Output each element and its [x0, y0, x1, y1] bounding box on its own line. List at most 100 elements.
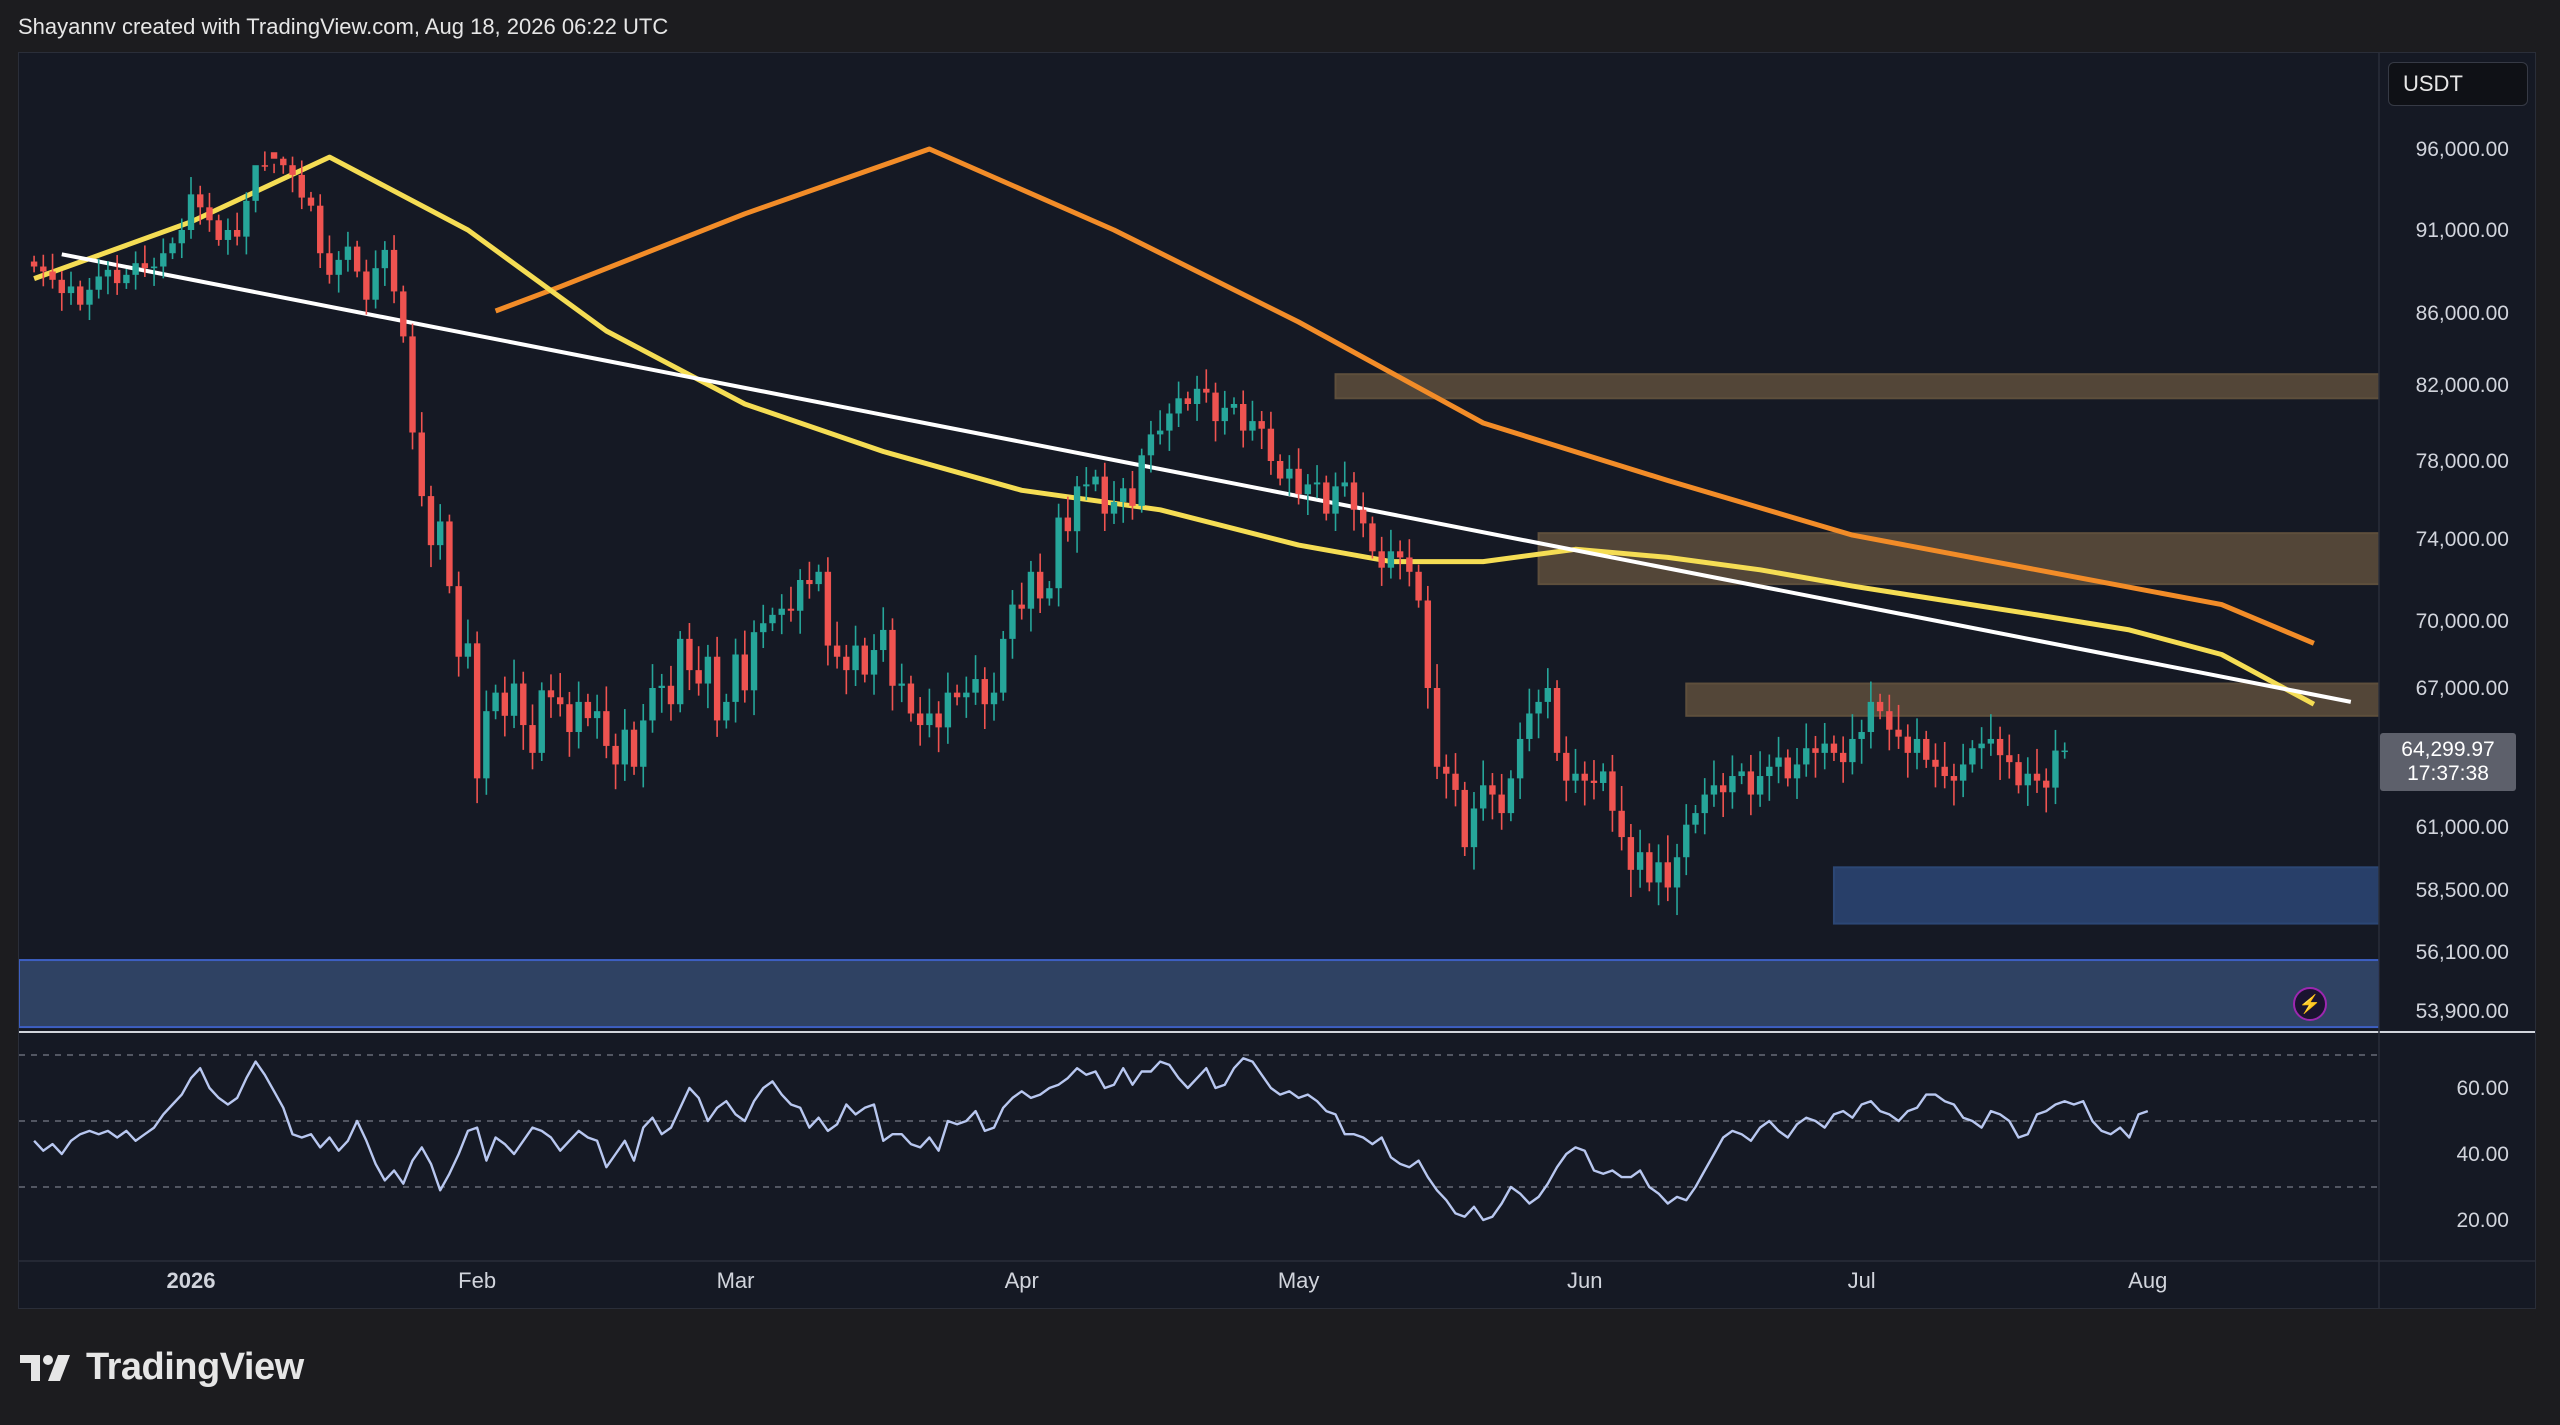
candle-body — [1590, 780, 1598, 783]
candle-body — [1895, 729, 1902, 737]
candle-body — [1166, 413, 1173, 431]
price-tick-label: 58,500.00 — [2416, 879, 2509, 902]
candle-body — [723, 701, 730, 721]
zone-resistance-67k — [1685, 682, 2379, 717]
candle-body — [1092, 476, 1099, 485]
candle-body — [1378, 551, 1385, 568]
candle-body — [492, 692, 499, 712]
candle-body — [769, 614, 776, 624]
candle-body — [169, 243, 176, 254]
time-axis-label: Jun — [1567, 1268, 1602, 1293]
candle-body — [1498, 794, 1505, 814]
last-price-value: 64,299.97 — [2401, 738, 2495, 761]
candle-body — [1812, 748, 1819, 753]
tradingview-logo: TradingView — [20, 1346, 304, 1389]
candle-body — [630, 729, 638, 767]
candle-body — [907, 683, 915, 714]
candle-body — [215, 220, 222, 240]
candle-body — [1175, 398, 1182, 414]
candle-body — [2033, 773, 2041, 781]
candle-body — [1304, 484, 1312, 495]
candle-body — [953, 692, 961, 698]
price-chart[interactable]: 96,000.00 91,000.00 86,000.00 82,000.00 78,0… — [19, 53, 2535, 1308]
ma-100-line — [33, 154, 2316, 707]
candle-body — [732, 654, 739, 702]
candle-body — [501, 692, 509, 716]
candle-body — [1009, 604, 1016, 639]
time-axis-label: Aug — [2128, 1268, 2167, 1293]
chart-frame[interactable]: 96,000.00 91,000.00 86,000.00 82,000.00 78,0… — [18, 52, 2536, 1309]
candle-body — [1738, 771, 1745, 777]
currency-unit-selector[interactable]: USDT — [2388, 62, 2528, 106]
candle-body — [1461, 789, 1468, 848]
candle-body — [1350, 482, 1358, 510]
price-tick-label: 67,000.00 — [2416, 677, 2509, 700]
candle-body — [621, 729, 629, 765]
candle-body — [1830, 743, 1838, 753]
candle-body — [852, 645, 859, 671]
candle-body — [695, 670, 702, 684]
candle-body — [1516, 738, 1524, 779]
candle-body — [1941, 766, 1948, 777]
candle-body — [1784, 757, 1791, 779]
candle-body — [1258, 421, 1265, 429]
candle-body — [935, 713, 942, 728]
candle-body — [95, 276, 102, 290]
candle-body — [612, 745, 619, 765]
candle-body — [1396, 551, 1404, 558]
candle-body — [1064, 517, 1072, 532]
candle-body — [1821, 743, 1828, 753]
candle-body — [584, 701, 592, 719]
candle-body — [1276, 461, 1284, 479]
candle-body — [473, 643, 481, 779]
candle-body — [926, 713, 933, 726]
price-tick-label: 78,000.00 — [2416, 450, 2509, 473]
price-tick-label: 86,000.00 — [2416, 302, 2509, 325]
candle-body — [806, 580, 813, 585]
candle-body — [1212, 392, 1219, 422]
candle-body — [1240, 404, 1247, 431]
time-axis-label: Jul — [1848, 1268, 1876, 1293]
candle-body — [400, 291, 407, 337]
candle-body — [1839, 752, 1847, 763]
candle-body — [686, 638, 693, 671]
candle-body — [1332, 486, 1339, 514]
candle-body — [1535, 701, 1542, 714]
candle-body — [132, 263, 139, 275]
candle-body — [1470, 808, 1478, 848]
candle-body — [1627, 837, 1635, 870]
price-tick-label: 74,000.00 — [2416, 528, 2509, 551]
chart-attribution: Shayannv created with TradingView.com, A… — [18, 14, 669, 39]
candle-body — [1563, 752, 1570, 781]
rsi-tick-label: 40.00 — [2456, 1143, 2509, 1166]
candle-body — [1959, 764, 1967, 781]
candle-body — [750, 632, 758, 691]
candle-body — [1221, 407, 1228, 422]
candle-body — [104, 269, 112, 277]
candle-body — [224, 230, 232, 240]
candle-body — [1138, 455, 1145, 506]
candle-body — [1867, 701, 1875, 733]
price-tick-label: 61,000.00 — [2416, 816, 2509, 839]
lightning-icon[interactable]: ⚡ — [2293, 987, 2327, 1021]
candle-body — [372, 268, 379, 300]
candle-body — [1443, 766, 1450, 774]
candle-body — [206, 207, 213, 221]
candle-body — [1599, 771, 1607, 783]
candle-body — [455, 586, 462, 657]
price-tick-label: 53,900.00 — [2416, 1000, 2509, 1023]
candle-body — [796, 580, 804, 611]
candle-body — [1313, 482, 1321, 485]
rsi-line — [33, 1057, 2149, 1222]
candle-body — [1036, 571, 1044, 599]
candle-body — [1000, 638, 1007, 693]
candle-body — [243, 200, 250, 237]
candle-body — [981, 679, 988, 705]
candle-body — [824, 571, 832, 646]
candle-body — [1193, 388, 1201, 404]
candle-body — [1018, 604, 1025, 609]
candle-body — [603, 711, 610, 746]
candle-body — [1904, 736, 1911, 753]
candle-body — [187, 194, 195, 230]
candle-body — [640, 720, 647, 767]
